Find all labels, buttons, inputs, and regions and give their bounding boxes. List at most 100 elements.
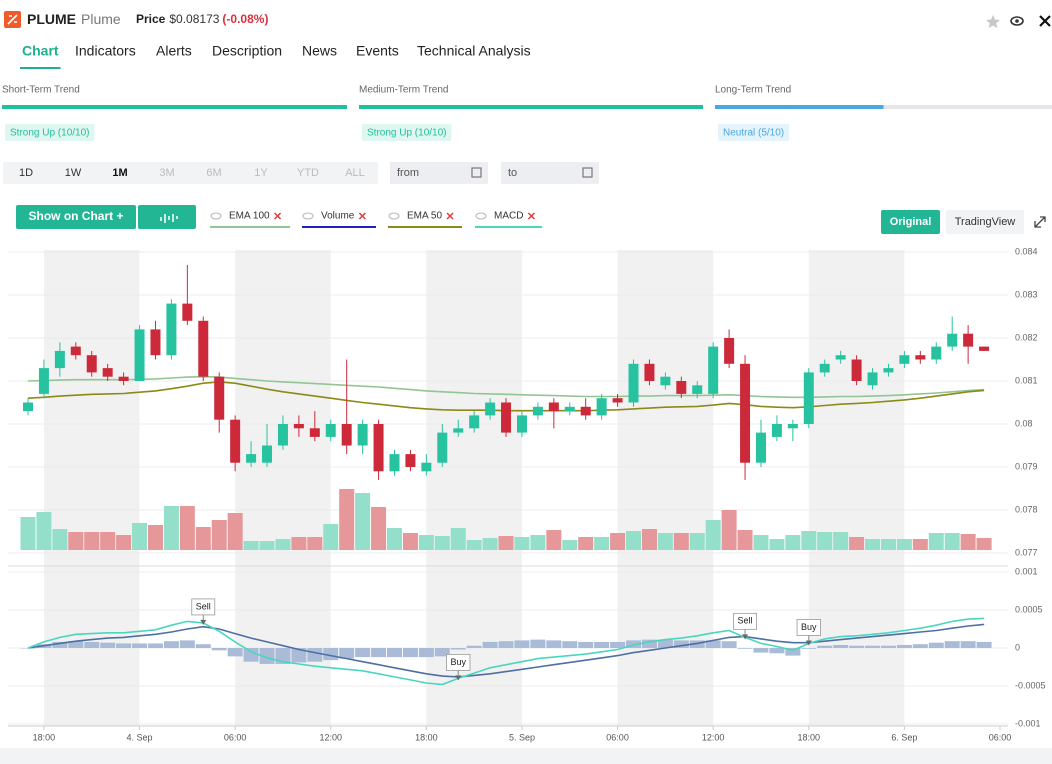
volume-bar [147,525,163,550]
favorite-star[interactable] [986,15,1000,29]
to-input[interactable] [501,162,599,184]
volume-bar [976,538,992,550]
macd-line [27,617,985,686]
original-button[interactable] [881,210,940,234]
macd-histogram-bar [912,644,928,648]
candle-body [755,432,766,463]
tab[interactable]: Alerts [156,43,192,59]
legend-eye[interactable] [475,212,487,220]
candle-body [564,406,575,412]
macd-histogram-bar [116,643,132,648]
tab[interactable]: News [302,43,337,59]
macd-histogram-bar [753,648,769,653]
legend-label[interactable]: MACD [494,211,523,222]
x-tick-label: 12:00 [702,732,725,742]
range-bar [3,162,378,184]
tradingview-label[interactable]: TradingView [955,216,1016,228]
macd-histogram-bar [482,641,498,648]
candle-body [708,346,719,394]
volume-bar [833,532,849,550]
macd-histogram-bar [355,648,371,658]
tab[interactable]: Events [356,43,399,59]
volume-bar [657,533,673,550]
candle-body [883,368,894,373]
show-on-chart-label[interactable]: Show on Chart + [28,209,123,223]
volume-bar [195,527,211,550]
original-label[interactable]: Original [890,216,932,228]
y-tick-label: 0.001 [1015,566,1038,576]
volume-bar [849,537,865,550]
candle-body [118,376,129,381]
legend-eye[interactable] [388,212,400,220]
candle-body [835,355,846,360]
legend-remove[interactable] [358,212,366,220]
candle-body [947,333,958,347]
macd-histogram-bar [386,648,402,658]
tradingview-button[interactable] [946,210,1024,234]
indicator-button[interactable] [138,205,196,229]
candle-body [437,432,448,463]
volume-bar [450,528,466,550]
range-button[interactable]: 1W [65,167,82,179]
candle-body [915,355,926,360]
legend-label[interactable]: Volume [321,211,355,222]
legend-eye[interactable] [210,212,222,220]
date-placeholder: from [397,167,419,179]
tab[interactable]: Technical Analysis [417,43,531,59]
legend-underline [302,226,376,228]
volume-bar [291,537,307,550]
from-input[interactable] [390,162,488,184]
volume-bar [769,539,785,550]
legend-label[interactable]: EMA 100 [229,211,270,222]
trend-fill [715,105,884,109]
tab[interactable]: Chart [22,43,59,59]
macd-histogram-bar [147,643,163,648]
trend-label: Neutral (5/10) [723,128,784,139]
tab[interactable]: Indicators [75,43,136,59]
macd-histogram-bar [132,643,148,648]
legend-eye[interactable] [302,212,314,220]
coin-icon-glyph [7,14,18,25]
candle-body [341,424,352,446]
candle-body [86,355,97,373]
x-tick-label: 6. Sep [891,732,917,742]
volume-bar [896,539,912,550]
volume-bar [418,535,434,550]
legend-label[interactable]: EMA 50 [407,211,442,222]
candle-body [660,376,671,386]
macd-histogram-bar [259,648,275,664]
range-button[interactable]: 1M [112,167,127,179]
show-on-chart-button[interactable] [16,205,136,229]
ema-line [27,375,985,399]
volume-bar [578,537,594,550]
candle-body [277,424,288,446]
trend-name: Long-Term Trend [715,85,791,96]
legend-remove[interactable] [446,212,454,220]
range-button[interactable]: 1D [19,167,33,179]
volume-bar [355,493,371,550]
signal-marker [805,640,812,646]
candle-body [612,398,623,403]
close-button[interactable] [1039,15,1051,27]
signal-box [733,612,757,630]
legend-remove[interactable] [274,212,282,220]
candle-body [516,415,527,433]
candle-body [102,368,113,377]
expand-icon[interactable] [1034,216,1046,228]
volume-bar [562,540,578,550]
legend-remove[interactable] [527,212,535,220]
volume-bar [402,533,418,550]
range-button: 1Y [254,167,268,179]
signal-label: Buy [801,622,817,632]
volume-bar [227,513,243,550]
candle-body [979,346,990,351]
candle-body [644,363,655,381]
chart: 0.077 0.078 0.079 0.08 0.081 0.082 0.083 0.084 -… [8,246,1046,742]
macd-histogram-bar [20,648,36,649]
candle-body [54,350,65,369]
candle-body [596,398,607,416]
watch-eye[interactable] [1010,16,1024,26]
tab[interactable]: Description [212,43,282,59]
macd-histogram-bar [721,641,737,648]
macd-histogram-bar [801,648,817,649]
